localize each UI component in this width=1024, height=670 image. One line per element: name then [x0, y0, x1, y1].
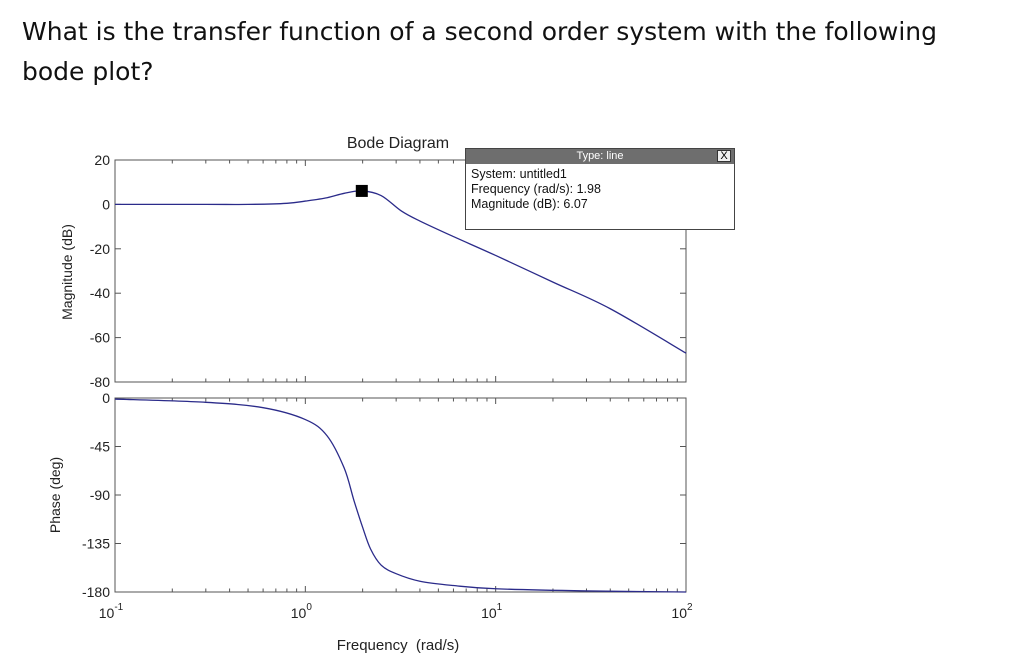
magnitude-ytick-label: 20 — [94, 152, 110, 168]
x-tick-label: 100 — [291, 602, 313, 621]
data-tip-type: Type: line — [576, 150, 624, 162]
phase-axes: 0 -45 -90 -135 -180 10-1 100 101 102 — [82, 390, 693, 621]
magnitude-ytick-label: -80 — [90, 374, 110, 390]
phase-axes-box — [114, 397, 687, 593]
data-tip-frequency: Frequency (rad/s): 1.98 — [471, 182, 601, 196]
frequency-axis-label: Frequency (rad/s) — [337, 637, 460, 654]
x-tick-label: 101 — [481, 602, 503, 621]
question-text: What is the transfer function of a secon… — [22, 17, 937, 86]
x-tick-label: 10-1 — [99, 602, 124, 621]
phase-ytick-label: -90 — [90, 487, 110, 503]
phase-curve — [114, 398, 687, 593]
chart-title: Bode Diagram — [347, 135, 449, 152]
magnitude-ytick-label: 0 — [102, 196, 110, 212]
data-tip[interactable]: Type: line X System: untitled1 Frequency… — [465, 148, 735, 230]
data-tip-body: System: untitled1 Frequency (rad/s): 1.9… — [466, 164, 734, 215]
x-tick-label: 102 — [671, 602, 693, 621]
data-tip-header: Type: line X — [466, 149, 734, 164]
phase-ytick-label: 0 — [102, 390, 110, 406]
magnitude-axes: 20 0 -20 -40 -60 -80 — [90, 152, 687, 390]
magnitude-axis-label: Magnitude (dB) — [59, 224, 75, 320]
phase-ytick-label: -180 — [82, 584, 110, 600]
magnitude-ytick-label: -60 — [90, 330, 110, 346]
magnitude-ytick-label: -20 — [90, 241, 110, 257]
data-tip-marker — [355, 184, 368, 197]
phase-ytick-label: -135 — [82, 536, 110, 552]
phase-axis-label: Phase (deg) — [47, 457, 63, 533]
magnitude-axes-box — [114, 159, 687, 383]
phase-ytick-label: -45 — [90, 439, 110, 455]
magnitude-ytick-label: -40 — [90, 285, 110, 301]
close-icon[interactable]: X — [717, 150, 731, 162]
magnitude-curve — [115, 190, 687, 354]
data-tip-system: System: untitled1 — [471, 167, 567, 181]
data-tip-magnitude: Magnitude (dB): 6.07 — [471, 197, 588, 211]
